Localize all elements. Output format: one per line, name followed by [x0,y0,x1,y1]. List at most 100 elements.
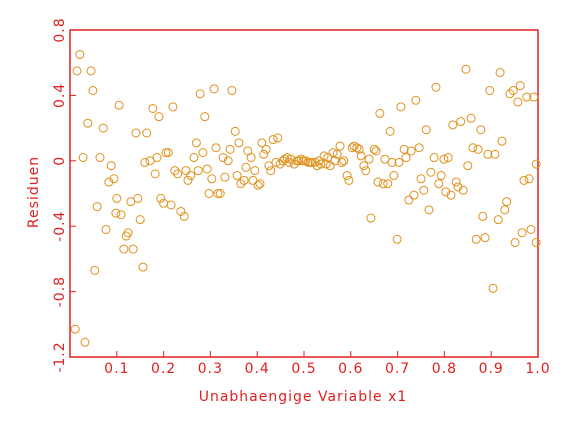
point [515,81,525,91]
point [505,89,515,99]
point [508,85,518,95]
point [436,171,446,181]
x-tick-label: 1.0 [525,361,550,377]
point [406,146,416,156]
point [352,143,362,153]
point [316,159,326,169]
point [356,151,366,161]
point [369,144,379,154]
point [483,149,493,159]
point [409,190,419,200]
point [476,125,486,135]
point [466,113,476,123]
point [519,175,529,185]
point [522,92,532,102]
point [121,231,131,241]
x-tick-label: 0.1 [104,361,129,377]
point [392,234,402,244]
point [92,202,102,212]
point [106,161,116,171]
x-tick-label: 0.9 [479,361,504,377]
point [104,177,114,187]
point [275,159,285,169]
point [236,179,246,189]
point [183,175,193,185]
point [131,128,141,138]
point [342,171,352,181]
point [271,157,281,167]
x-tick-label: 0.6 [338,361,363,377]
point [366,213,376,223]
point [133,193,143,203]
point [198,148,208,158]
point [526,224,536,234]
point [364,154,374,164]
point [531,238,541,248]
point [218,153,228,163]
x-tick-label: 0.3 [198,361,223,377]
x-tick-label: 0.2 [151,361,176,377]
point [191,138,201,148]
point [497,136,507,146]
point [223,156,233,166]
point [202,164,212,174]
point [101,224,111,234]
point [179,211,189,221]
point [490,149,500,159]
point [443,153,453,163]
point [383,179,393,189]
point [416,174,426,184]
point [163,148,173,158]
point [439,154,449,164]
point [109,174,119,184]
point [411,95,421,105]
point [75,50,85,60]
point [166,200,176,210]
point [90,265,100,275]
point [246,153,256,163]
point [339,156,349,166]
point [128,244,138,254]
point [471,234,481,244]
point [215,189,225,198]
point [431,82,441,92]
point [232,171,242,181]
point [451,177,461,187]
point [257,138,267,148]
point [359,161,369,171]
point [111,208,121,218]
point [273,133,283,143]
point [461,64,471,74]
point [227,85,237,95]
point [307,157,317,167]
y-tick-label: -0.8 [52,276,68,307]
point [419,185,429,195]
y-tick-label: 0 [52,156,68,166]
point [116,210,126,220]
x-tick-label: 0.4 [245,361,270,377]
y-tick-label: 0.8 [52,17,68,42]
y-tick-label: 0.4 [52,83,68,108]
point [328,148,338,158]
point [140,157,150,167]
point [268,135,278,145]
point [347,143,357,153]
point [207,174,217,184]
point [344,175,354,185]
point [181,166,191,176]
point [480,233,490,243]
point [83,118,93,128]
point [361,166,371,176]
point [80,337,90,347]
point [399,144,409,154]
point [448,120,458,130]
point [78,153,88,163]
point [453,182,463,192]
point [209,84,219,94]
point [502,197,512,207]
point [261,144,271,154]
point [112,193,122,203]
point [156,193,166,203]
point [375,108,385,118]
